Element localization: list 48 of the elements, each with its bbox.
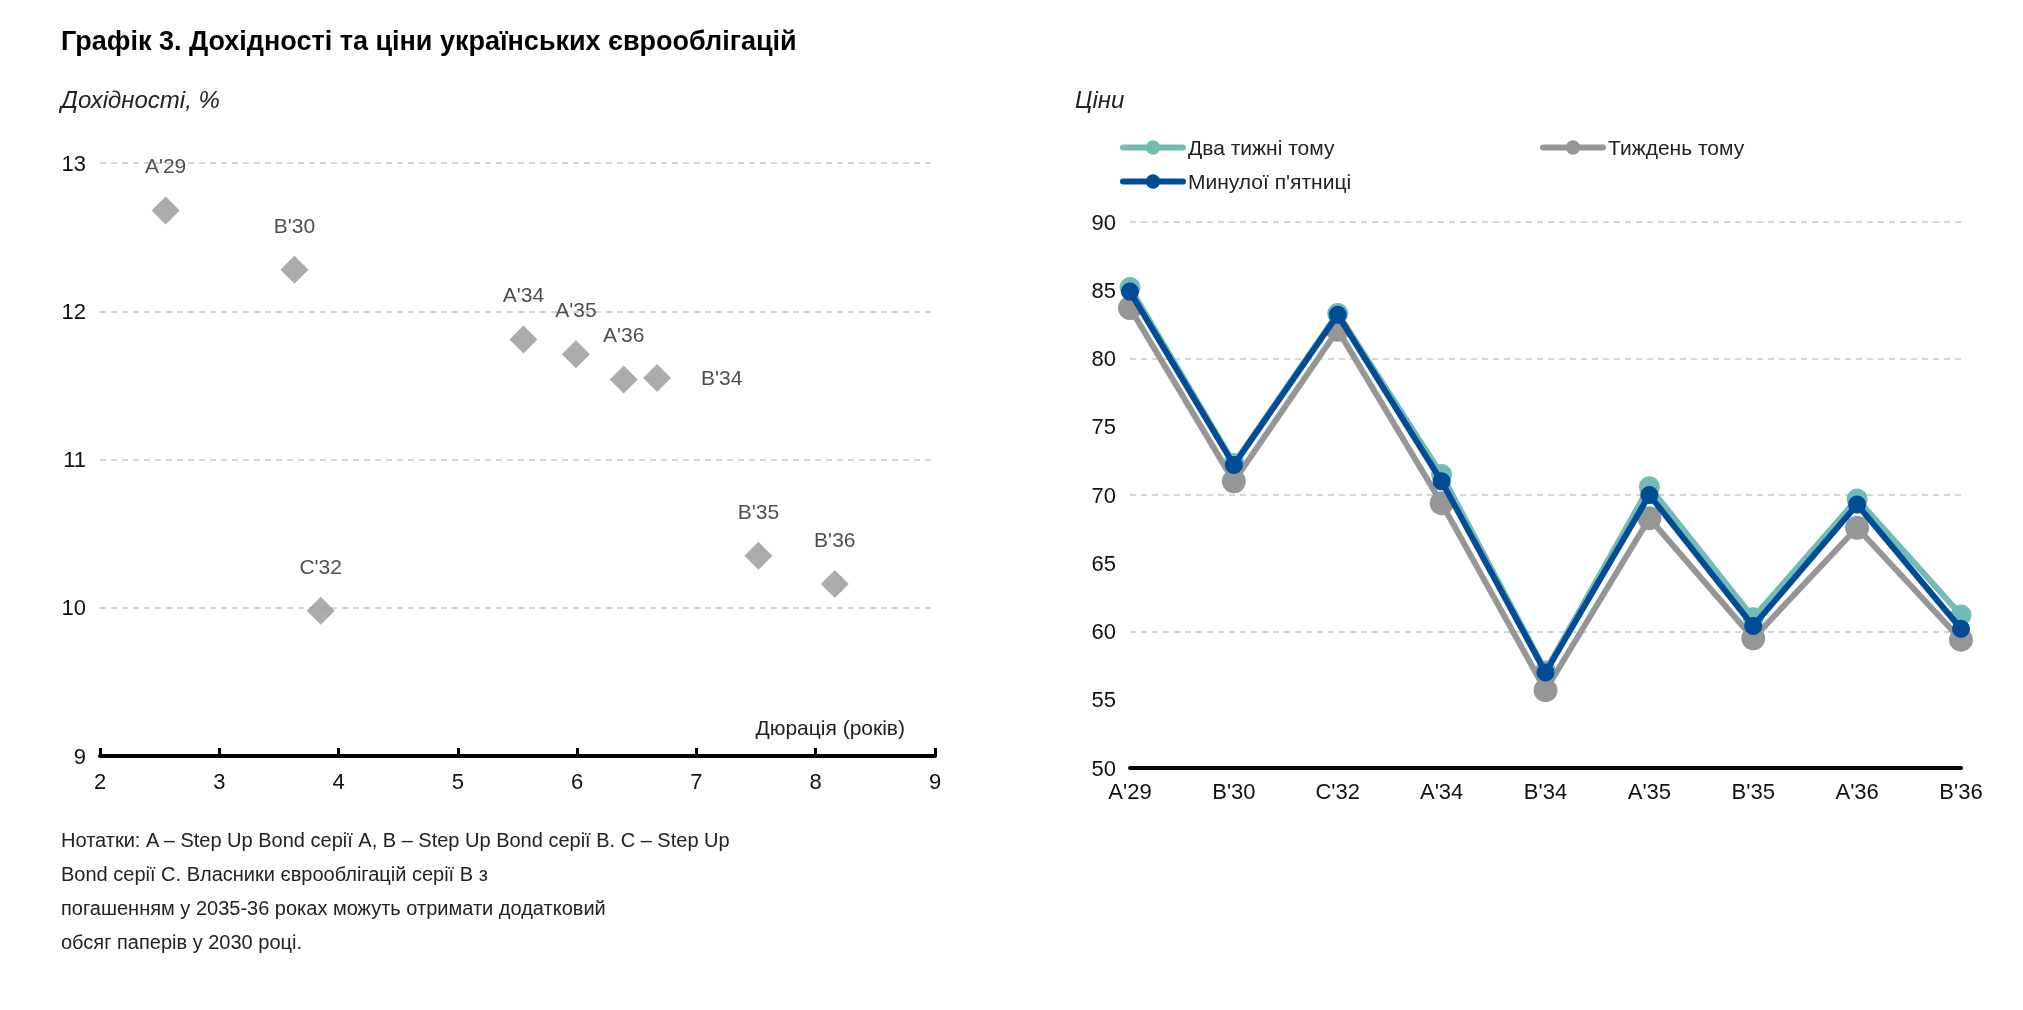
y-tick-label: 13: [61, 150, 86, 176]
annotation: A'34: [502, 283, 545, 307]
x-tick-label: 4: [332, 768, 345, 794]
annotation: B'34: [701, 366, 743, 390]
x-tick-label: 5: [451, 768, 464, 794]
x-tick-label: A'29: [1108, 778, 1152, 804]
x-tick-label: 7: [690, 768, 703, 794]
x-tick-label: 6: [571, 768, 584, 794]
y-tick-label: 85: [1091, 277, 1116, 303]
text: Нотатки: A – Step Up Bond серії A, B – Step Up Bond серії B. C – Step Up Bond серії C. Власники єврооблігацій серії B з погашенням у 2035-36 роках можуть отримати додатковий обсяг паперів у 2030 році.: [61, 829, 736, 953]
x-tick-label: 2: [93, 768, 107, 794]
x-tick-label: B'30: [1212, 778, 1256, 804]
y-tick-label: 50: [1091, 755, 1116, 781]
legend-label: Минулої п'ятниці: [1188, 170, 1352, 193]
x-tick-label: C'32: [1315, 778, 1361, 804]
x-tick-label: 9: [928, 768, 942, 794]
y-tick-label: 75: [1091, 414, 1116, 440]
x-tick-label: A'35: [1627, 778, 1672, 804]
annotation: B'30: [273, 213, 316, 237]
x-tick-label: 3: [213, 768, 226, 794]
annotation: B'36: [814, 528, 856, 552]
y-tick-label: 70: [1091, 482, 1116, 508]
x-axis-title: Дюрація (років): [755, 716, 905, 739]
y-tick-label: 55: [1091, 687, 1116, 713]
chart-title: Графік 3. Дохідності та ціни українських єврооблігацій: [61, 25, 797, 56]
x-tick-label: B'34: [1523, 778, 1568, 804]
annotation: B'35: [737, 499, 780, 523]
y-tick-label: 10: [61, 595, 86, 621]
annotation: A'36: [602, 323, 645, 347]
x-tick-label: B'35: [1731, 778, 1775, 804]
annotation: A'29: [144, 154, 187, 178]
x-tick-label: A'36: [1835, 778, 1879, 804]
x-tick-label: 8: [809, 768, 822, 794]
y-tick-label: 9: [73, 743, 86, 769]
y-tick-label: 11: [63, 447, 86, 472]
x-tick-label: B'36: [1939, 778, 1983, 804]
y-tick-label: 90: [1091, 209, 1116, 235]
y-tick-label: 12: [61, 298, 86, 324]
annotation: C'32: [299, 554, 342, 578]
x-tick-label: A'34: [1419, 778, 1464, 804]
y-tick-label: 60: [1091, 619, 1116, 644]
y-tick-label: 80: [1091, 346, 1116, 371]
legend-label: Два тижні тому: [1188, 136, 1335, 159]
y-axis-title: Ціни: [1075, 85, 1125, 113]
y-axis-title: Дохідності, %: [58, 85, 220, 113]
annotation: A'35: [555, 298, 597, 322]
y-tick-label: 65: [1091, 550, 1116, 576]
legend-label: Тиждень тому: [1608, 136, 1745, 159]
